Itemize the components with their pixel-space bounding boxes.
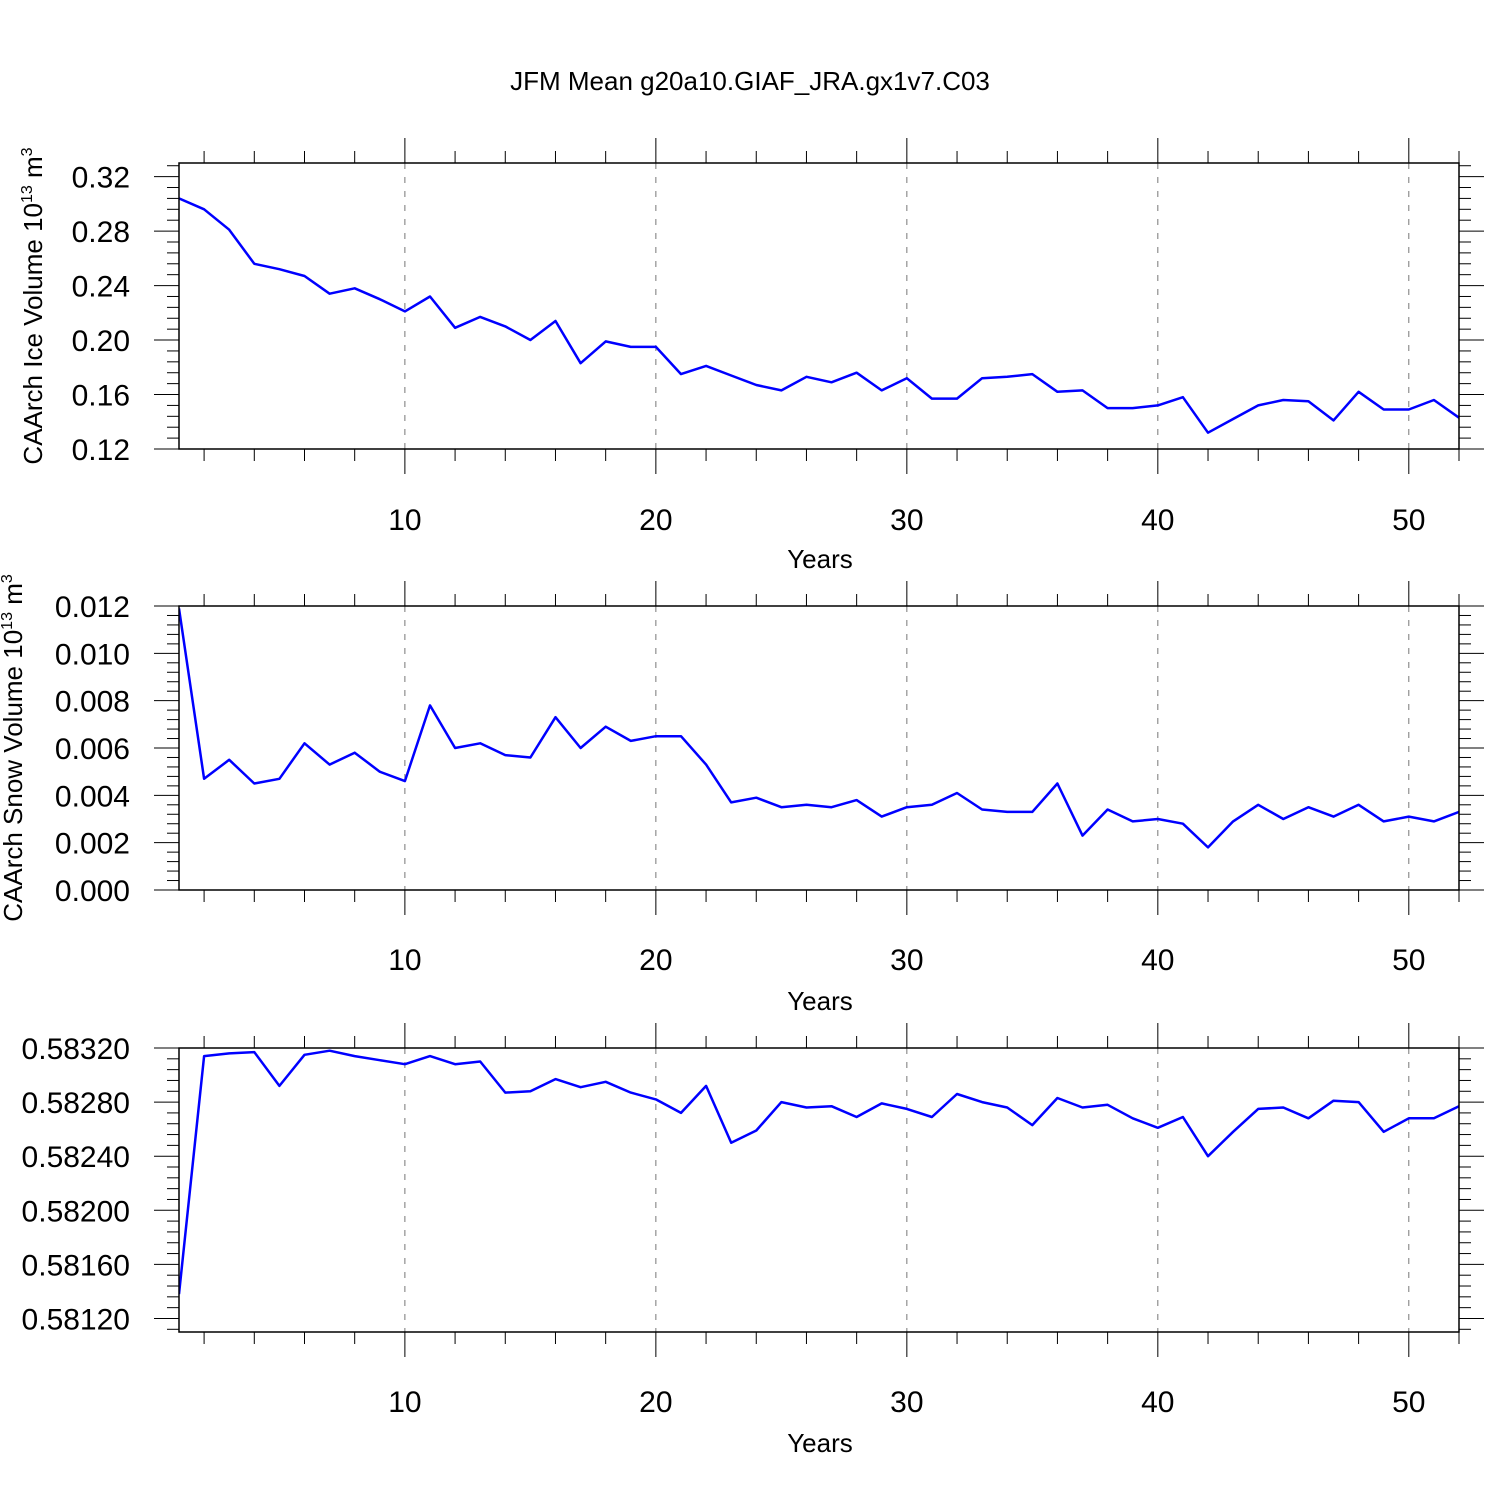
series-line xyxy=(179,1049,1459,1295)
y-tick-label: 0.58200 xyxy=(22,1195,130,1228)
y-tick-label: 0.20 xyxy=(72,325,130,358)
x-tick-label: 50 xyxy=(1392,1386,1425,1419)
y-axis-label-part: m xyxy=(0,583,28,612)
y-tick-label: 0.12 xyxy=(72,434,130,467)
x-tick-label: 10 xyxy=(388,504,421,537)
y-tick-label: 0.58160 xyxy=(22,1249,130,1282)
figure-title: JFM Mean g20a10.GIAF_JRA.gx1v7.C03 xyxy=(510,66,990,96)
plot-frame xyxy=(178,162,1460,450)
y-tick-label: 0.58240 xyxy=(22,1141,130,1174)
x-axis-label: Years xyxy=(787,1428,853,1458)
plot-frame xyxy=(178,1047,1460,1333)
panel-3: 0.58120 0.58160 0.58200 0.58240 0.58280 0.583… xyxy=(22,1023,1484,1458)
y-tick-label: 0.58320 xyxy=(22,1033,130,1066)
y-tick-label: 0.004 xyxy=(55,780,130,813)
x-tick-label: 20 xyxy=(639,944,672,977)
y-axis-label-superscript: 3 xyxy=(19,147,36,156)
x-axis-label: Years xyxy=(787,544,853,574)
x-tick-label: 30 xyxy=(890,944,923,977)
panel-1: 0.12 0.16 0.20 0.24 0.28 0.32 10 20 30 40 50 Years C… xyxy=(18,138,1484,574)
x-tick-label: 30 xyxy=(890,504,923,537)
x-tick-label: 40 xyxy=(1141,944,1174,977)
y-axis-label-part: CAArch Snow Volume 10 xyxy=(0,630,28,922)
y-tick-label: 0.16 xyxy=(72,380,130,413)
y-axis-label-superscript: 13 xyxy=(0,612,16,630)
x-tick-label: 20 xyxy=(639,1386,672,1419)
series-line xyxy=(179,197,1459,434)
x-tick-label: 40 xyxy=(1141,1386,1174,1419)
y-tick-label: 0.000 xyxy=(55,875,130,908)
y-tick-label: 0.58280 xyxy=(22,1087,130,1120)
x-tick-label: 50 xyxy=(1392,504,1425,537)
x-axis-label: Years xyxy=(787,986,853,1016)
y-axis-label-superscript: 3 xyxy=(0,574,16,583)
y-axis-label-part: m xyxy=(18,156,48,185)
x-tick-label: 30 xyxy=(890,1386,923,1419)
x-tick-label: 10 xyxy=(388,944,421,977)
y-axis-label-superscript: 13 xyxy=(19,185,36,203)
x-tick-label: 20 xyxy=(639,504,672,537)
panel-2: 0.000 0.002 0.004 0.006 0.008 0.010 0.012 10 20 3… xyxy=(0,574,1484,1016)
y-tick-label: 0.002 xyxy=(55,828,130,861)
y-tick-label: 0.24 xyxy=(72,271,130,304)
series-line xyxy=(179,608,1459,849)
y-tick-label: 0.008 xyxy=(55,686,130,719)
y-axis-label-part: CAArch Ice Volume 10 xyxy=(18,203,48,465)
y-tick-label: 0.012 xyxy=(55,591,130,624)
y-axis-label: CAArch Ice Volume 1013 m3 xyxy=(18,147,48,464)
y-tick-label: 0.010 xyxy=(55,638,130,671)
plot-frame xyxy=(178,605,1460,891)
y-tick-label: 0.28 xyxy=(72,216,130,249)
y-tick-label: 0.32 xyxy=(72,162,130,195)
y-tick-label: 0.58120 xyxy=(22,1303,130,1336)
y-tick-label: 0.006 xyxy=(55,733,130,766)
x-tick-label: 50 xyxy=(1392,944,1425,977)
x-tick-label: 40 xyxy=(1141,504,1174,537)
y-axis-label: CAArch Snow Volume 1013 m3 xyxy=(0,574,28,922)
x-tick-label: 10 xyxy=(388,1386,421,1419)
